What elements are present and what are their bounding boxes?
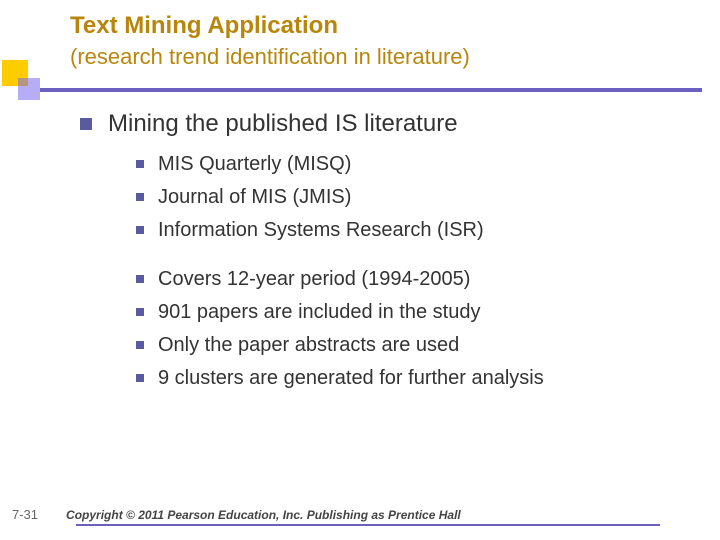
bullet-group-1: MIS Quarterly (MISQ) Journal of MIS (JMI… — [136, 151, 700, 244]
bullet-level2: 901 papers are included in the study — [136, 299, 700, 326]
bullet-level2: Journal of MIS (JMIS) — [136, 184, 700, 211]
bullet-text: Mining the published IS literature — [108, 108, 458, 139]
bullet-text: MIS Quarterly (MISQ) — [158, 151, 351, 178]
bullet-text: Only the paper abstracts are used — [158, 332, 459, 359]
square-bullet-icon — [136, 308, 144, 316]
title-underline — [40, 88, 702, 92]
square-bullet-icon — [136, 275, 144, 283]
bullet-text: Covers 12-year period (1994-2005) — [158, 266, 470, 293]
square-bullet-icon — [136, 226, 144, 234]
square-bullet-icon — [136, 160, 144, 168]
bullet-text: 9 clusters are generated for further ana… — [158, 365, 544, 392]
bullet-level1: Mining the published IS literature — [80, 108, 700, 139]
footer: 7-31 Copyright © 2011 Pearson Education,… — [12, 507, 660, 522]
bullet-level2: Only the paper abstracts are used — [136, 332, 700, 359]
bullet-level2: Covers 12-year period (1994-2005) — [136, 266, 700, 293]
square-bullet-icon — [136, 374, 144, 382]
bullet-text: Information Systems Research (ISR) — [158, 217, 484, 244]
content-area: Mining the published IS literature MIS Q… — [80, 108, 700, 414]
square-bullet-icon — [136, 341, 144, 349]
bullet-level2: Information Systems Research (ISR) — [136, 217, 700, 244]
square-bullet-icon — [80, 118, 92, 130]
slide-number: 7-31 — [12, 507, 38, 522]
copyright-text: Copyright © 2011 Pearson Education, Inc.… — [66, 508, 461, 522]
bullet-text: Journal of MIS (JMIS) — [158, 184, 351, 211]
footer-underline — [76, 524, 660, 526]
bullet-level2: 9 clusters are generated for further ana… — [136, 365, 700, 392]
title-area: Text Mining Application (research trend … — [70, 12, 700, 70]
bullet-group-2: Covers 12-year period (1994-2005) 901 pa… — [136, 266, 700, 392]
square-bullet-icon — [136, 193, 144, 201]
bullet-level2: MIS Quarterly (MISQ) — [136, 151, 700, 178]
decor-purple-block — [18, 78, 40, 100]
slide-title: Text Mining Application — [70, 12, 700, 41]
slide-subtitle: (research trend identification in litera… — [70, 43, 700, 71]
bullet-text: 901 papers are included in the study — [158, 299, 480, 326]
